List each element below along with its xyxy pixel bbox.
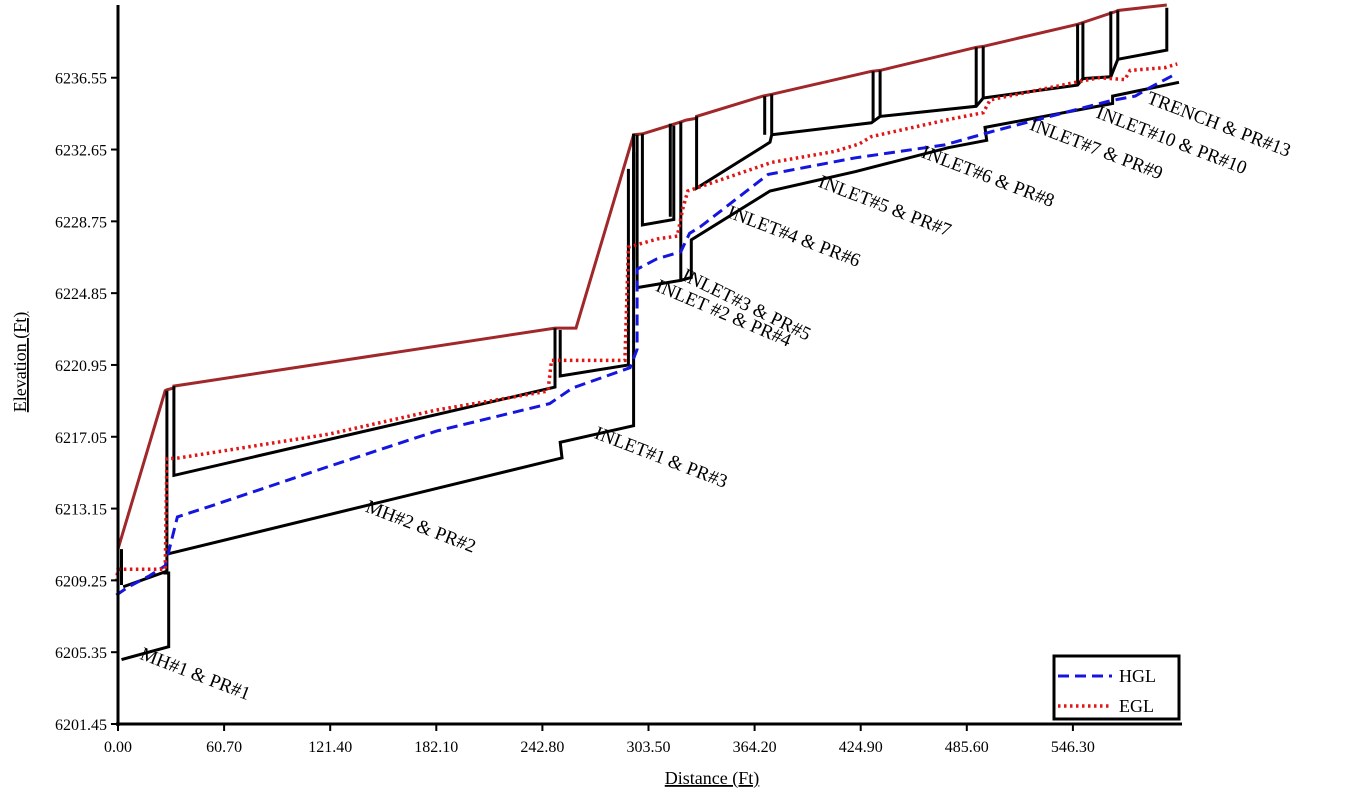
series-pipe-invert-and-structure-walls-segment-12 — [695, 7, 1169, 191]
y-tick-label: 6236.55 — [55, 71, 107, 88]
y-tick-label: 6224.85 — [55, 286, 107, 303]
series-pipe-invert-and-structure-walls-segment-2 — [122, 390, 169, 589]
y-tick-label: 6232.65 — [55, 143, 107, 160]
x-tick-label: 0.00 — [104, 739, 132, 756]
series-layer — [114, 3, 1180, 662]
x-tick-label: 303.50 — [627, 739, 671, 756]
node-label: INLET#4 & PR#6 — [725, 202, 864, 272]
x-tick-label: 364.20 — [733, 739, 777, 756]
node-label: INLET#1 & PR#3 — [592, 423, 731, 493]
series-pipe-invert-and-structure-walls-segment-4 — [168, 152, 636, 556]
y-tick-label: 6213.15 — [55, 502, 107, 519]
legend-egl-label: EGL — [1119, 696, 1154, 716]
x-tick-label: 121.40 — [308, 739, 352, 756]
x-tick-label: 485.60 — [945, 739, 989, 756]
series-egl — [114, 62, 1178, 582]
node-label: INLET#5 & PR#7 — [815, 171, 954, 241]
node-label: MH#1 & PR#1 — [137, 644, 253, 705]
x-tick-label: 242.80 — [520, 739, 564, 756]
legend-hgl-label: HGL — [1119, 666, 1156, 686]
y-axis-title: Elevation (Ft) — [10, 312, 31, 412]
legend: HGL EGL — [1052, 654, 1181, 721]
node-label: INLET#6 & PR#8 — [919, 142, 1058, 212]
series-pipe-invert-and-structure-walls-segment-5 — [558, 168, 630, 378]
legend-box — [1052, 654, 1181, 721]
ticks: 6201.45 6205.35 6209.25 6213.15 6217.05 6220.… — [55, 71, 1095, 756]
x-axis-title: Distance (Ft) — [665, 768, 759, 789]
series-pipe-invert-and-structure-walls-segment-11 — [680, 80, 1180, 282]
series-pipe-invert-and-structure-walls-segment-9 — [640, 125, 676, 227]
y-tick-label: 6220.95 — [55, 358, 107, 375]
node-label: MH#2 & PR#2 — [363, 496, 479, 557]
x-tick-label: 424.90 — [839, 739, 883, 756]
y-tick-label: 6205.35 — [55, 645, 107, 662]
x-tick-label: 60.70 — [206, 739, 242, 756]
axes — [116, 5, 1182, 726]
y-tick-label: 6217.05 — [55, 430, 107, 447]
y-tick-label: 6201.45 — [55, 717, 107, 734]
x-tick-label: 182.10 — [414, 739, 458, 756]
x-tick-label: 546.30 — [1051, 739, 1095, 756]
y-tick-label: 6228.75 — [55, 214, 107, 231]
series-hgl — [115, 71, 1179, 597]
series-pipe-invert-and-structure-walls-segment-3 — [172, 328, 557, 478]
y-tick-label: 6209.25 — [55, 573, 107, 590]
series-crown — [116, 3, 1167, 550]
